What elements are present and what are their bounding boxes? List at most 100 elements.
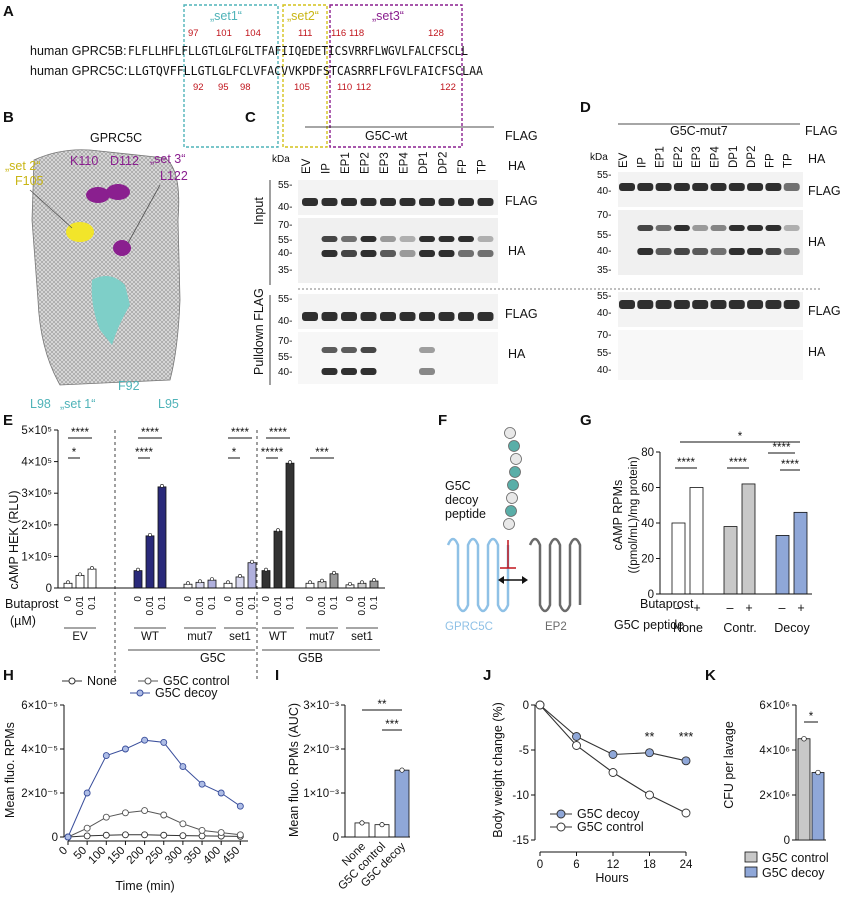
legend-label: G5C decoy xyxy=(577,807,640,821)
significance-label: **** xyxy=(231,427,249,439)
bar xyxy=(145,535,155,589)
y-tick-label: 6×10⁶ xyxy=(759,700,790,712)
data-point xyxy=(136,567,140,572)
legend-marker xyxy=(68,677,76,685)
data-point xyxy=(645,790,654,800)
minus-label: – xyxy=(779,601,786,615)
blot-pulldown-flag xyxy=(298,294,498,329)
blot-band xyxy=(477,236,494,242)
blot-band xyxy=(321,312,338,321)
y-tick-label: 3×10⁻³ xyxy=(303,700,339,712)
panel-g: G cAMP RPMs ((pmol/mL)/mg protein) 0 20 40… xyxy=(580,412,812,635)
y-tick-label: 0 xyxy=(46,583,52,595)
blot-band xyxy=(419,312,435,321)
legend-swatch xyxy=(744,851,758,863)
blot-band xyxy=(419,236,435,242)
y-axis-label: Body weight change (%) xyxy=(491,702,505,838)
mw-70: 70- xyxy=(278,336,292,347)
blot-band xyxy=(728,225,745,231)
flag-label: FLAG xyxy=(805,124,838,138)
data-point xyxy=(236,831,244,839)
legend-swatch xyxy=(744,866,758,878)
data-point xyxy=(360,580,364,585)
blot-band xyxy=(341,312,357,321)
x-axis-label: Hours xyxy=(595,871,628,885)
data-point xyxy=(121,809,129,817)
peptide-residue xyxy=(508,440,520,452)
significance-label: *** xyxy=(315,447,329,459)
significance-label: *** xyxy=(679,730,694,744)
data-point xyxy=(645,748,654,758)
blot-band xyxy=(655,183,672,191)
set1-box xyxy=(183,4,279,148)
data-point xyxy=(217,829,225,837)
mw-70: 70- xyxy=(597,330,611,341)
bar xyxy=(671,522,686,595)
blot-band xyxy=(783,225,800,231)
y-tick-label: 0 xyxy=(333,832,339,844)
group-label: WT xyxy=(141,631,159,643)
panel-letter-e: E xyxy=(3,412,13,429)
gprc5c-surface xyxy=(31,149,181,386)
data-point xyxy=(535,700,545,710)
input-flag-label: FLAG xyxy=(808,184,841,198)
group-label: Contr. xyxy=(723,621,756,635)
mw-40: 40- xyxy=(597,365,611,376)
y-tick-label: 3×10⁵ xyxy=(21,488,52,500)
peptide-residue xyxy=(504,427,516,439)
y-tick-label: 4×10⁻⁵ xyxy=(21,744,58,756)
bar xyxy=(317,581,327,589)
y-tick-label: 4×10⁶ xyxy=(759,745,790,757)
decoy-peptide xyxy=(503,427,522,530)
x-tick-label: 12 xyxy=(607,859,620,871)
number-111: 111 xyxy=(298,28,312,39)
set3-region-l122 xyxy=(113,240,131,256)
y-tick-label: 20 xyxy=(641,554,654,566)
y-tick-label: 2×10⁻⁵ xyxy=(21,788,58,800)
dose-label: 0 xyxy=(305,596,316,602)
group-label: EV xyxy=(72,631,88,643)
panel-e: E cAMP HEK (RLU) 0 1×10⁵ 2×10⁵ 3×10⁵ 4×10⁵ 5×… xyxy=(3,412,385,680)
blot-band xyxy=(458,236,474,242)
y-tick-label: -5 xyxy=(519,745,529,757)
x-tick-label: 100 xyxy=(86,845,108,867)
x-tick-label: 200 xyxy=(125,845,147,867)
blot-band xyxy=(380,250,396,257)
y-tick-label: 5×10⁵ xyxy=(21,425,52,437)
f105-pointer xyxy=(29,189,73,229)
peptide-residue xyxy=(510,453,522,465)
blot-band xyxy=(692,248,709,255)
blot-band xyxy=(477,312,494,321)
dose-label: 0.1 xyxy=(157,596,168,610)
blot-band xyxy=(655,248,672,255)
minus-label: – xyxy=(727,601,734,615)
dose-label: 0 xyxy=(63,596,74,602)
significance-label: ** xyxy=(645,730,655,744)
blot-band xyxy=(438,312,455,321)
x-axis-label: Time (min) xyxy=(115,879,174,893)
dose-label: 0.01 xyxy=(273,596,284,616)
data-point xyxy=(572,732,581,741)
panel-letter-g: G xyxy=(580,412,592,429)
data-point xyxy=(141,831,149,839)
blot-band xyxy=(619,183,635,191)
blot-band xyxy=(380,312,396,321)
y-tick-label: 6×10⁻⁵ xyxy=(21,700,58,712)
blot-band xyxy=(419,347,435,353)
y-tick-label: 1×10⁻³ xyxy=(303,788,339,800)
dose-label: 0.1 xyxy=(329,596,340,610)
dose-label: 0 xyxy=(133,596,144,602)
data-point xyxy=(198,826,206,834)
y-axis-label: Mean fluo. RPMs (AUC) xyxy=(287,703,301,837)
lane-label: EP1 xyxy=(655,146,667,168)
peptide-label-3: peptide xyxy=(445,507,486,521)
blot-band xyxy=(302,198,318,206)
blot-band xyxy=(341,368,357,375)
data-point xyxy=(815,769,821,776)
ep2-receptor xyxy=(528,537,582,613)
blot-band xyxy=(341,250,357,257)
legend-marker xyxy=(556,809,566,819)
significance-label: * xyxy=(72,447,77,459)
data-point xyxy=(308,580,312,585)
